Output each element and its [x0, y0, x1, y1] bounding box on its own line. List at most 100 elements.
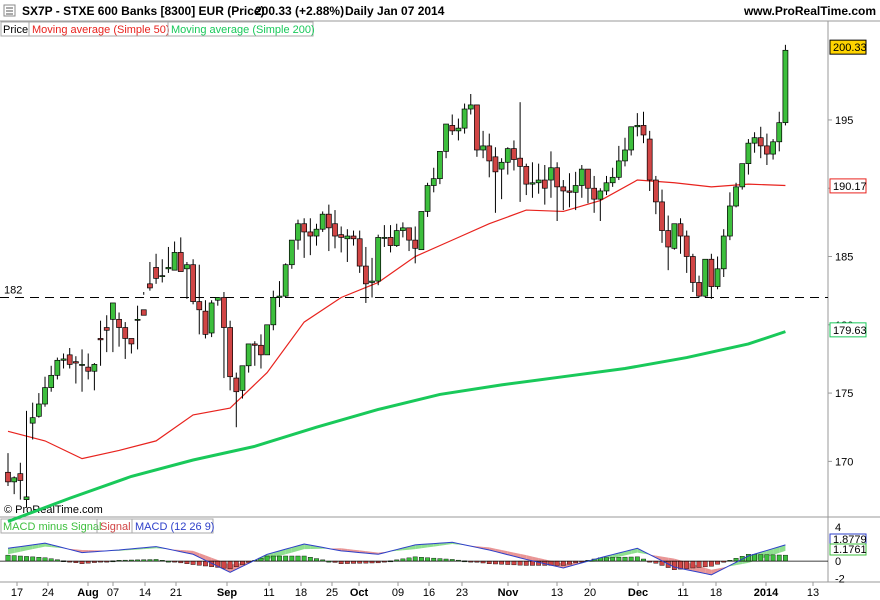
macd-histogram-bar — [418, 557, 424, 562]
candle — [406, 227, 412, 252]
last-price-label: 200.33 — [833, 42, 867, 54]
candle-body — [659, 201, 665, 231]
candle — [134, 305, 141, 350]
x-tick-label: 13 — [807, 587, 819, 599]
macd-signal-band — [433, 543, 440, 547]
candle — [628, 126, 635, 156]
candle — [270, 290, 277, 331]
candle-body — [381, 237, 388, 239]
candle — [652, 175, 659, 215]
candle — [5, 453, 11, 486]
candle — [708, 253, 715, 299]
x-tick-label: 09 — [392, 587, 404, 599]
macd-histogram-bar — [684, 560, 690, 569]
last-price-label-box — [829, 39, 867, 55]
macd-y-tick-label: 4 — [835, 522, 841, 534]
candle-body — [665, 230, 672, 248]
candle — [412, 226, 419, 264]
candle — [776, 111, 783, 152]
macd-histogram-bar — [523, 560, 529, 566]
candle-body — [782, 49, 789, 124]
candle-body — [5, 471, 11, 483]
candle — [474, 104, 480, 157]
candle-body — [430, 178, 437, 186]
y-tick-label: 185 — [835, 252, 853, 264]
candle-body — [714, 268, 721, 287]
candle — [751, 132, 758, 153]
candle-body — [578, 168, 585, 186]
candle-body — [91, 364, 98, 372]
candle-body — [319, 213, 326, 230]
macd-signal-band — [193, 550, 200, 558]
candle — [319, 211, 326, 232]
candle — [42, 376, 48, 407]
y-tick-label: 170 — [835, 456, 853, 468]
macd-histogram-bar — [758, 554, 764, 562]
candle-body — [517, 157, 523, 167]
candle — [720, 229, 727, 277]
candle — [153, 253, 159, 284]
candle-body — [461, 108, 468, 129]
candle-body — [572, 185, 579, 193]
candle — [591, 175, 598, 213]
candle — [177, 237, 184, 272]
macd-legend: MACD minus Signal Signal MACD (12 26 9) — [0, 518, 214, 534]
candle — [714, 256, 721, 290]
ma200-line — [7, 330, 786, 523]
candle-body — [492, 156, 499, 173]
macd-histogram-bar — [431, 557, 437, 562]
candle-body — [288, 239, 295, 266]
candle-body — [628, 126, 635, 151]
candle — [356, 230, 363, 273]
candle — [202, 300, 209, 339]
macd-histogram-bar — [708, 560, 714, 567]
candle-body — [535, 179, 542, 184]
candle-body — [356, 238, 363, 267]
candle — [190, 259, 196, 305]
macd-histogram-bar — [221, 560, 227, 569]
macd-histogram-bar — [240, 560, 245, 565]
candle-body — [671, 223, 678, 249]
candle — [17, 462, 24, 500]
candle — [116, 312, 122, 347]
menu-icon-lines — [6, 7, 13, 15]
macd-histogram-bar — [264, 555, 270, 562]
candle-body — [609, 176, 616, 184]
candle-body — [646, 138, 653, 181]
macd-histogram-bar — [283, 555, 289, 562]
candle-body — [727, 205, 733, 237]
candle-body — [560, 186, 567, 192]
ma200-price-label: 179.63 — [833, 325, 867, 337]
candle-body — [325, 213, 332, 229]
candle — [85, 353, 92, 380]
candle-body — [652, 179, 659, 203]
macd-signal-band — [495, 548, 502, 554]
candle-body — [745, 142, 752, 164]
macd-signal-band — [26, 544, 33, 551]
candle — [288, 239, 295, 269]
macd-signal-band — [705, 567, 712, 575]
macd-signal-band — [402, 546, 410, 551]
candle — [492, 147, 499, 213]
macd-histogram-bar — [277, 555, 282, 562]
candle — [733, 182, 739, 208]
candle — [171, 241, 178, 271]
candle-body — [677, 223, 684, 237]
candle — [757, 126, 764, 159]
candle-body — [770, 141, 776, 155]
macd-signal-band — [489, 547, 496, 552]
candle — [597, 188, 604, 222]
candle — [227, 320, 233, 391]
candle-body — [511, 148, 517, 160]
candle — [66, 348, 73, 369]
x-tick-label: Dec — [628, 587, 648, 599]
candle-body — [449, 125, 456, 132]
macd-signal-band — [14, 546, 21, 553]
macd-histogram-bar — [770, 554, 776, 562]
candle-body — [387, 237, 394, 246]
macd-histogram-bar — [505, 560, 511, 565]
macd-histogram-bar — [554, 560, 560, 566]
candle — [350, 230, 357, 246]
candle — [437, 151, 443, 185]
legend-ma50: Moving average (Simple 50) — [32, 24, 170, 36]
